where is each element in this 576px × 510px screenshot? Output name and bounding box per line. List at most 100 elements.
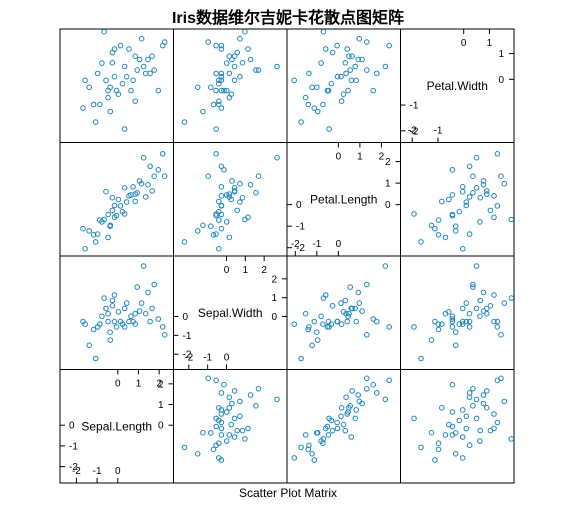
scatter-point (161, 332, 168, 338)
scatter-point (480, 392, 487, 398)
scatter-point (302, 432, 309, 438)
scatter-point (477, 313, 483, 320)
scatter-point (459, 184, 466, 190)
scatter-point (231, 185, 238, 191)
scatter-point (449, 211, 456, 218)
scatter-point (134, 67, 140, 73)
panel-frame (59, 28, 174, 143)
scatter-point (80, 225, 86, 232)
scatter-point (432, 318, 438, 325)
scatter-point (237, 73, 243, 80)
scatter-point (449, 318, 456, 325)
tick-label: 1 (498, 49, 504, 60)
tick-label: -1 (183, 331, 192, 342)
scatter-point (309, 451, 315, 457)
tick-label: 1 (385, 179, 391, 190)
scatter-point (343, 70, 349, 77)
scatter-point (221, 87, 227, 94)
scatter-point (370, 87, 377, 94)
scatter-point (466, 324, 473, 330)
tick-label: 0 (183, 312, 189, 323)
scatter-point (473, 185, 480, 191)
scatter-point (291, 77, 298, 84)
tick-label: 1 (243, 265, 249, 276)
scatter-point (221, 381, 227, 388)
scatter-point (311, 105, 318, 111)
scatter-point (132, 98, 138, 104)
scatter-point (216, 198, 222, 205)
scatter-point (237, 35, 243, 42)
scatter-point (459, 188, 466, 195)
scatter-point (320, 28, 327, 35)
scatter-point (352, 415, 359, 422)
scatter-point (200, 222, 206, 229)
scatter-point (213, 87, 219, 94)
scatter-point (449, 313, 456, 320)
panel-frame (286, 28, 401, 143)
scatter-point (446, 421, 452, 428)
scatter-point (205, 39, 211, 45)
scatter-point (309, 84, 315, 91)
scatter-point (382, 263, 389, 269)
scatter-point (494, 151, 501, 157)
scatter-point (80, 318, 86, 325)
scatter-point (446, 196, 452, 203)
scatter-point (484, 188, 490, 194)
scatter-point (435, 440, 442, 447)
scatter-point (305, 326, 312, 333)
tick-label: -1 (312, 239, 321, 250)
scatter-point (97, 217, 103, 223)
scatter-point (213, 211, 219, 217)
panel-frame (286, 369, 401, 484)
scatter-point (231, 77, 238, 84)
scatter-point (347, 284, 354, 290)
scatter-point (343, 394, 349, 401)
scatter-point (136, 178, 143, 184)
scatter-point (149, 305, 155, 312)
scatter-point (132, 310, 138, 317)
scatter-point (247, 392, 254, 398)
scatter-point (364, 375, 370, 382)
scatter-point (320, 440, 326, 447)
tick-label: 2 (156, 379, 162, 390)
scatter-point (463, 425, 470, 432)
scatter-point (194, 228, 201, 234)
scatter-point (223, 60, 230, 66)
scatter-point (253, 190, 259, 196)
scatter-point (255, 173, 262, 179)
scatter-point (226, 432, 233, 438)
scatter-point (216, 77, 222, 84)
scatter-point (477, 438, 483, 444)
scatter-point (82, 77, 88, 84)
scatter-point (109, 207, 116, 214)
scatter-point (155, 167, 162, 173)
scatter-point (132, 53, 138, 60)
scatter-point (255, 67, 262, 73)
scatter-point (109, 49, 116, 56)
scatter-point (128, 313, 134, 320)
scatter-point (345, 313, 351, 320)
scatter-point (311, 318, 318, 325)
scatter-point (161, 173, 168, 179)
tick-label: 0 (385, 200, 391, 211)
scatter-point (109, 297, 116, 304)
scatter-point (428, 337, 435, 343)
scatter-point (473, 415, 480, 422)
tick-label: 0 (115, 466, 121, 477)
scatter-point (208, 84, 214, 91)
scatter-point (324, 324, 331, 330)
scatter-point (226, 94, 233, 101)
scatter-point (463, 413, 470, 420)
scatter-point (494, 318, 501, 325)
scatter-point (218, 407, 225, 413)
scatter-point (115, 196, 122, 203)
scatter-point (213, 377, 219, 384)
scatter-point (121, 63, 128, 70)
scatter-point (134, 284, 140, 290)
scatter-point (364, 281, 370, 288)
tick-label: -1 (203, 353, 212, 364)
scatter-point (229, 400, 235, 407)
scatter-point (126, 318, 132, 325)
scatter-point (90, 232, 97, 238)
chart-title: Iris数据维尔吉妮卡花散点图矩阵 (171, 10, 405, 27)
